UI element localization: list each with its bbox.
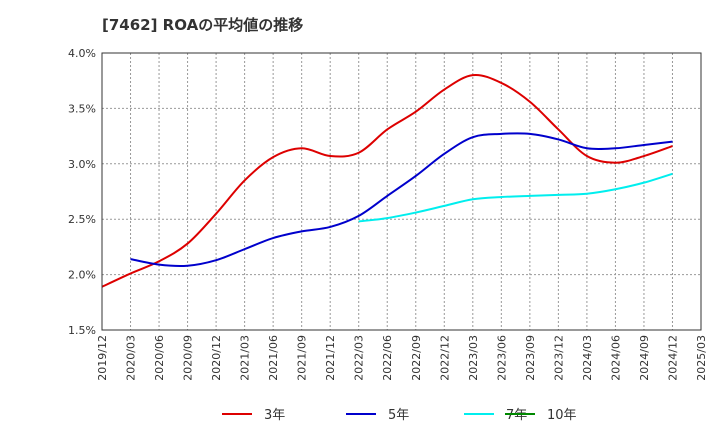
x-tick-label: 2022/06	[381, 335, 394, 381]
legend-label-2: 7年	[506, 408, 527, 423]
legend-label-3: 10年	[547, 408, 577, 423]
x-tick-label: 2021/03	[239, 335, 252, 381]
x-tick-label: 2023/03	[467, 335, 480, 381]
legend-label-1: 5年	[388, 408, 409, 423]
series-line-2	[358, 172, 673, 223]
y-tick-label: 1.5%	[68, 324, 96, 337]
x-tick-label: 2023/06	[495, 335, 508, 381]
x-tick-label: 2024/03	[581, 335, 594, 381]
x-tick-label: 2019/12	[96, 335, 109, 381]
series-line-0	[101, 73, 673, 288]
x-tick-label: 2021/12	[324, 335, 337, 381]
y-tick-label: 4.0%	[68, 47, 96, 60]
y-tick-label: 2.5%	[68, 213, 96, 226]
plot-background	[102, 53, 701, 330]
x-axis: 2019/12 2020/03 2020/06 2020/09 2020/12 2021/…	[96, 335, 708, 381]
x-tick-label: 2020/03	[125, 335, 138, 381]
series-line-1	[130, 132, 673, 268]
x-tick-label: 2024/12	[666, 335, 679, 381]
legend-label-0: 3年	[264, 408, 285, 423]
x-tick-label: 2023/12	[552, 335, 565, 381]
x-tick-label: 2021/06	[267, 335, 280, 381]
x-tick-label: 2024/06	[609, 335, 622, 381]
legend: 3年 5年 7年 10年	[222, 408, 577, 423]
x-tick-label: 2022/03	[353, 335, 366, 381]
x-tick-label: 2025/03	[695, 335, 708, 381]
y-tick-label: 2.0%	[68, 269, 96, 282]
y-axis: 1.5% 2.0% 2.5% 3.0% 3.5% 4.0%	[68, 47, 96, 337]
x-tick-label: 2020/09	[182, 335, 195, 381]
x-tick-label: 2024/09	[638, 335, 651, 381]
x-tick-label: 2022/12	[438, 335, 451, 381]
x-tick-label: 2020/06	[153, 335, 166, 381]
x-tick-label: 2021/09	[296, 335, 309, 381]
y-tick-label: 3.5%	[68, 102, 96, 115]
x-tick-label: 2022/09	[410, 335, 423, 381]
x-tick-label: 2023/09	[524, 335, 537, 381]
y-tick-label: 3.0%	[68, 158, 96, 171]
x-tick-label: 2020/12	[210, 335, 223, 381]
plot-frame	[101, 52, 702, 331]
chart-title: [7462] ROAの平均値の推移	[102, 16, 304, 34]
series-layer	[101, 73, 673, 288]
grid-layer	[102, 53, 701, 330]
